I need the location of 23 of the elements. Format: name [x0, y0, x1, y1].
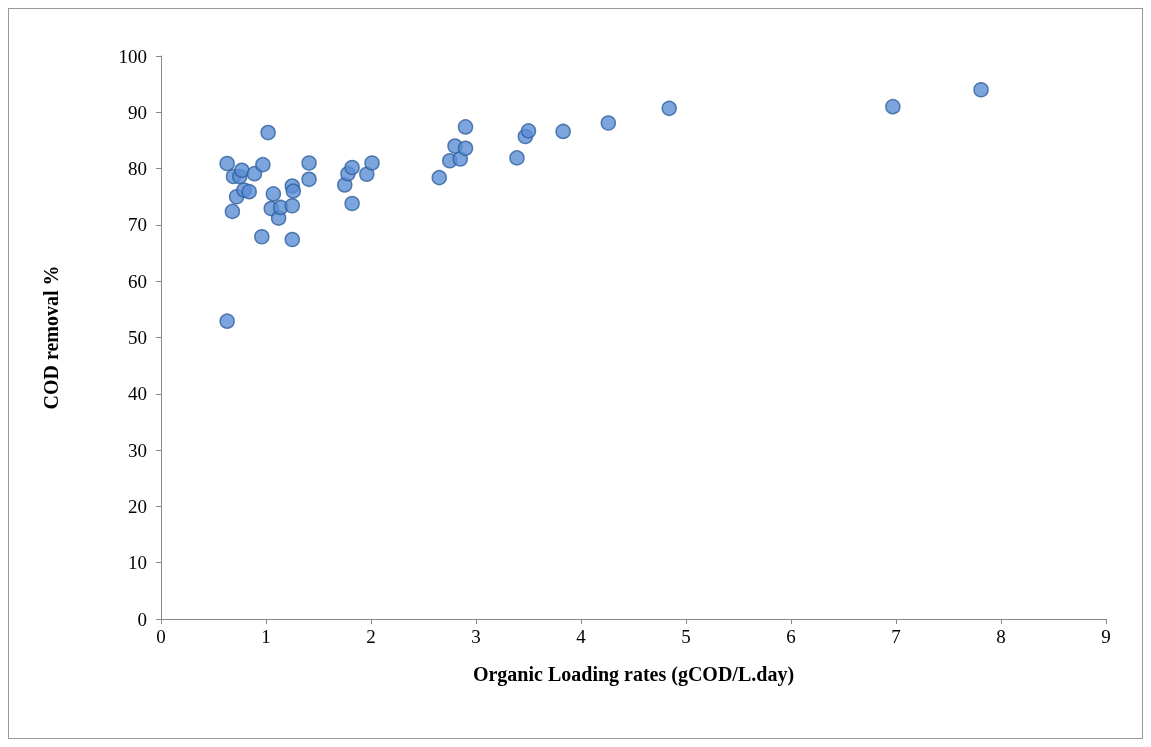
y-tick-label: 70	[128, 214, 147, 236]
y-tick-label: 90	[128, 101, 147, 123]
x-axis-title: Organic Loading rates (gCOD/L.day)	[472, 663, 795, 686]
x-tick-label: 6	[786, 626, 796, 647]
x-tick-label: 2	[366, 626, 376, 647]
x-tick-label: 8	[996, 626, 1006, 647]
x-tick-label: 4	[576, 626, 587, 647]
x-tick-label: 5	[681, 626, 691, 647]
x-tick-label: 0	[156, 626, 166, 647]
x-tick-label: 7	[891, 626, 901, 647]
x-tick-label: 3	[471, 626, 481, 647]
y-tick-label: 10	[128, 552, 147, 574]
x-tick-label: 1	[261, 626, 271, 647]
y-tick-label: 60	[128, 270, 147, 292]
x-tick-label: 9	[1101, 626, 1111, 647]
y-tick-label: 50	[128, 327, 147, 348]
y-tick-label: 40	[128, 383, 147, 405]
y-tick-label: 30	[128, 439, 147, 461]
y-axis-title: COD removal %	[40, 265, 62, 410]
y-tick-label: 0	[137, 608, 147, 630]
y-tick-label: 80	[128, 158, 147, 180]
y-tick-label: 20	[128, 495, 147, 517]
y-tick-label: 100	[118, 45, 147, 67]
